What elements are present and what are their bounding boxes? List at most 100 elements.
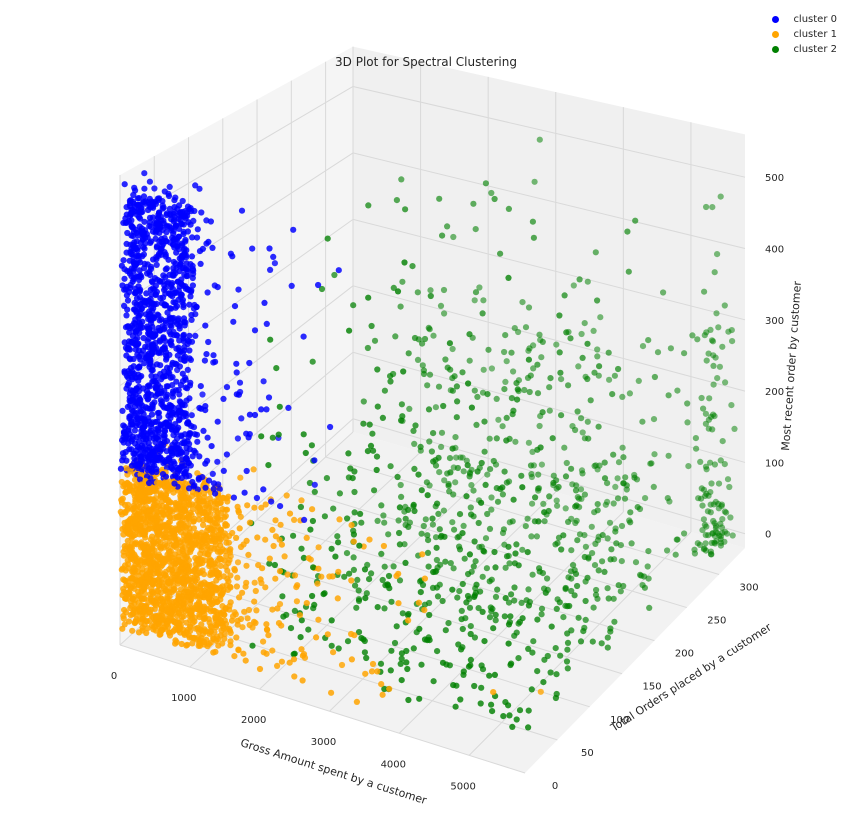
point-cluster-0 (176, 337, 183, 344)
point-cluster-0 (162, 338, 169, 345)
point-cluster-0 (131, 427, 138, 434)
point-cluster-1 (196, 594, 203, 602)
point-cluster-0 (123, 240, 130, 247)
point-cluster-2 (441, 533, 448, 540)
point-cluster-0 (130, 340, 137, 347)
point-cluster-2 (711, 461, 719, 468)
point-cluster-2 (522, 324, 530, 331)
point-cluster-2 (458, 616, 465, 623)
point-cluster-0 (161, 188, 168, 195)
point-cluster-2 (335, 645, 342, 652)
point-cluster-1 (152, 627, 160, 634)
point-cluster-1 (239, 589, 246, 596)
point-cluster-2 (488, 189, 495, 197)
point-cluster-2 (305, 626, 312, 633)
y-tick-label: 200 (675, 649, 694, 660)
point-cluster-2 (482, 481, 489, 488)
point-cluster-2 (323, 475, 330, 482)
point-cluster-2 (456, 588, 463, 595)
point-cluster-2 (467, 630, 474, 638)
point-cluster-2 (526, 345, 533, 352)
point-cluster-1 (165, 499, 172, 506)
point-cluster-2 (552, 541, 559, 548)
point-cluster-0 (133, 447, 140, 454)
point-cluster-2 (475, 605, 482, 612)
point-cluster-2 (558, 376, 565, 383)
point-cluster-2 (480, 547, 487, 555)
point-cluster-1 (201, 498, 208, 505)
z-tick-label: 200 (765, 387, 784, 398)
point-cluster-1 (291, 572, 299, 579)
point-cluster-2 (710, 517, 717, 525)
point-cluster-1 (227, 572, 234, 579)
point-cluster-1 (185, 531, 192, 539)
point-cluster-2 (611, 618, 618, 625)
point-cluster-0 (188, 412, 195, 419)
point-cluster-1 (315, 544, 322, 551)
point-cluster-1 (118, 566, 125, 573)
point-cluster-0 (141, 218, 148, 225)
point-cluster-2 (604, 480, 611, 487)
point-cluster-2 (594, 353, 601, 360)
point-cluster-2 (311, 488, 318, 495)
point-cluster-2 (515, 655, 522, 662)
point-cluster-2 (493, 395, 500, 402)
point-cluster-2 (471, 387, 478, 394)
point-cluster-0 (205, 338, 212, 346)
point-cluster-2 (700, 405, 707, 412)
point-cluster-1 (125, 565, 132, 572)
point-cluster-2 (436, 469, 443, 476)
point-cluster-2 (549, 435, 556, 442)
point-cluster-1 (244, 615, 251, 622)
point-cluster-2 (562, 473, 570, 480)
point-cluster-2 (492, 593, 500, 601)
point-cluster-2 (558, 412, 565, 419)
point-cluster-1 (245, 606, 253, 614)
point-cluster-1 (182, 507, 189, 514)
point-cluster-0 (170, 230, 177, 237)
point-cluster-0 (180, 332, 187, 339)
point-cluster-2 (497, 250, 504, 257)
point-cluster-0 (136, 294, 143, 301)
point-cluster-2 (530, 365, 537, 372)
point-cluster-1 (212, 500, 219, 507)
point-cluster-1 (182, 480, 189, 487)
point-cluster-1 (134, 568, 141, 575)
point-cluster-2 (371, 487, 378, 494)
point-cluster-2 (505, 274, 512, 281)
point-cluster-1 (240, 650, 247, 657)
z-tick-label: 500 (765, 173, 784, 184)
point-cluster-1 (194, 504, 202, 511)
point-cluster-0 (181, 470, 188, 477)
point-cluster-2 (411, 440, 418, 447)
point-cluster-1 (190, 518, 197, 525)
point-cluster-2 (350, 531, 357, 538)
point-cluster-2 (707, 509, 714, 516)
point-cluster-2 (460, 468, 467, 475)
point-cluster-2 (501, 613, 508, 620)
point-cluster-0 (188, 287, 195, 294)
point-cluster-2 (344, 638, 352, 645)
point-cluster-1 (119, 526, 126, 533)
point-cluster-2 (564, 665, 571, 672)
point-cluster-2 (528, 686, 535, 693)
point-cluster-2 (718, 524, 726, 531)
point-cluster-2 (699, 502, 706, 509)
point-cluster-2 (601, 475, 609, 482)
point-cluster-2 (556, 599, 563, 606)
point-cluster-1 (203, 533, 211, 540)
point-cluster-0 (131, 399, 138, 406)
point-cluster-0 (155, 211, 162, 218)
point-cluster-1 (395, 570, 402, 577)
point-cluster-2 (607, 556, 614, 563)
point-cluster-2 (606, 376, 613, 383)
point-cluster-1 (328, 689, 335, 696)
point-cluster-2 (398, 493, 405, 500)
point-cluster-2 (500, 713, 507, 720)
point-cluster-0 (170, 210, 177, 217)
point-cluster-1 (338, 661, 346, 669)
point-cluster-1 (258, 504, 265, 511)
point-cluster-2 (490, 457, 497, 465)
point-cluster-0 (186, 472, 193, 479)
point-cluster-2 (592, 249, 599, 256)
